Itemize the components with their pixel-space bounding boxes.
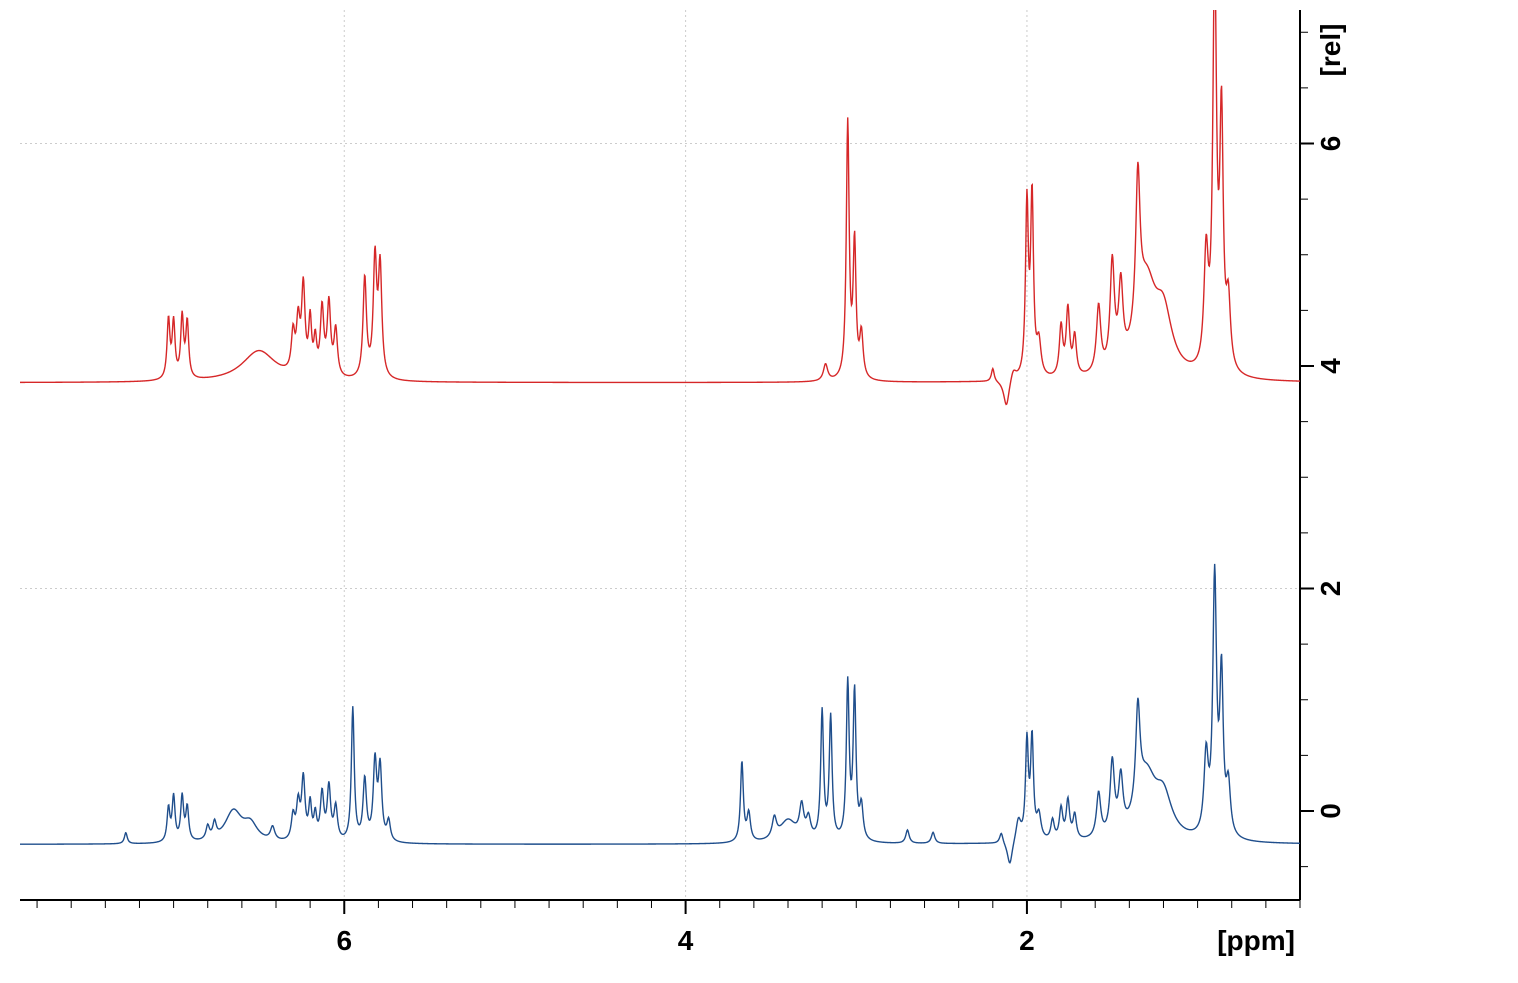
y-tick-label: 2 [1315,581,1346,597]
chart-svg: 2 4 6 [ppm] 0 2 4 6 [rel] [0,0,1518,983]
y-tick-label: 0 [1315,803,1346,819]
x-axis-label: [ppm] [1217,925,1295,956]
nmr-chart: 2 4 6 [ppm] 0 2 4 6 [rel] [0,0,1518,983]
y-axis-label: [rel] [1315,24,1346,77]
x-tick-label: 2 [1019,925,1035,956]
x-tick-label: 6 [336,925,352,956]
y-tick-label: 6 [1315,136,1346,152]
x-tick-label: 4 [678,925,694,956]
y-tick-label: 4 [1315,358,1346,374]
